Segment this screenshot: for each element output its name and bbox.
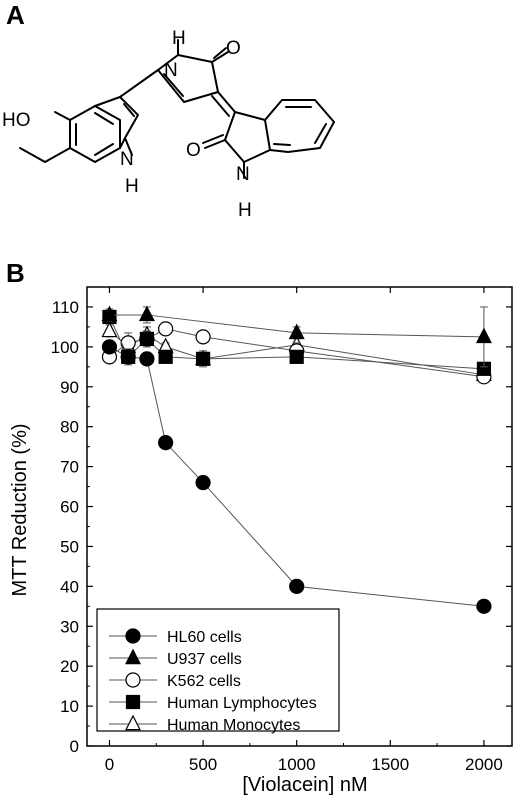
y-tick-label: 70 [60, 458, 79, 477]
atom-o-bottom: O [186, 140, 201, 161]
data-point [139, 331, 155, 346]
data-point [101, 339, 118, 355]
bond-ring1-double [75, 112, 114, 156]
x-tick-label: 500 [189, 755, 217, 774]
atom-h-bottom: H [238, 200, 252, 221]
y-tick-label: 90 [60, 378, 79, 397]
series-line [109, 346, 484, 607]
y-tick-label: 0 [70, 737, 79, 756]
legend-marker [125, 648, 141, 665]
y-tick-label: 40 [60, 577, 79, 596]
data-point [138, 305, 155, 322]
atom-n-top: N [164, 60, 178, 81]
y-tick-label: 50 [60, 537, 79, 556]
bond-ring1b [69, 105, 121, 163]
legend-marker [125, 714, 141, 731]
chart-ticks: 0 10 20 30 40 50 60 70 80 90 100 110 0 500 1000 1500 200… [51, 287, 512, 774]
data-point [101, 321, 118, 338]
y-tick-label: 100 [51, 338, 79, 357]
y-tick-label: 80 [60, 418, 79, 437]
legend-marker [125, 672, 141, 688]
data-point [288, 323, 305, 340]
bond-oxindole [224, 111, 271, 163]
data-point [158, 435, 174, 451]
data-point [476, 598, 492, 614]
legend-label: K562 cells [167, 673, 241, 690]
atom-o-right: O [226, 38, 241, 59]
bond-nh-left [124, 137, 133, 156]
bond-exo [211, 91, 236, 117]
x-tick-label: 2000 [465, 755, 503, 774]
data-point [120, 349, 136, 365]
bond-link1 [119, 69, 159, 98]
data-point [195, 474, 211, 491]
y-tick-label: 30 [60, 617, 79, 636]
atom-h-left: H [125, 176, 139, 197]
bond-ho [54, 111, 71, 121]
bond-pyrrolone-double [163, 73, 184, 97]
bond-co-bottom [202, 134, 226, 149]
chart-legend: HL60 cells U937 cells K562 cells Human Lymp… [96, 608, 340, 734]
bond-ring1 [19, 119, 71, 163]
series-0 [101, 339, 492, 614]
x-tick-label: 1000 [278, 755, 316, 774]
atom-n-bottom: N [236, 164, 250, 185]
data-point [475, 327, 492, 344]
bond-co-top [211, 47, 229, 63]
bond-ring-benz [264, 99, 335, 153]
y-tick-label: 60 [60, 498, 79, 517]
violacein-structure: HO H N O N H O N H [2, 28, 335, 221]
data-point [139, 351, 155, 367]
data-point [120, 335, 136, 351]
legend-label: Human Monocytes [167, 717, 300, 734]
y-axis-label: MTT Reduction (%) [9, 423, 31, 596]
data-point [101, 305, 118, 322]
data-point [158, 349, 173, 364]
data-point [195, 351, 211, 366]
series-1 [101, 305, 492, 368]
legend-label: U937 cells [167, 651, 242, 668]
atom-ho: HO [2, 110, 31, 131]
x-tick-label: 0 [105, 755, 114, 774]
x-axis-label: [Violacein] nM [242, 774, 367, 796]
chart-series [101, 305, 492, 614]
panel-label-a: A [6, 0, 25, 30]
chart-axes [86, 286, 513, 747]
data-point [289, 349, 304, 364]
atom-h-top: H [172, 28, 186, 49]
legend-box [96, 608, 340, 732]
data-point [158, 321, 174, 337]
bond-ring2 [94, 96, 139, 149]
bond-pyrrolone [157, 54, 219, 103]
y-tick-label: 10 [60, 697, 79, 716]
legend-marker [125, 694, 141, 710]
y-tick-label: 110 [52, 298, 79, 317]
series-line [109, 314, 484, 338]
legend-label: Human Lymphocytes [167, 695, 317, 712]
legend-label: HL60 cells [167, 629, 242, 646]
data-point [289, 578, 305, 594]
bond-ring2-double [123, 103, 135, 117]
data-point [195, 329, 211, 345]
y-tick-label: 20 [60, 657, 79, 676]
x-tick-label: 1500 [371, 755, 409, 774]
plot-frame [86, 286, 513, 747]
legend-marker [125, 628, 141, 644]
panel-label-b: B [6, 258, 25, 288]
atom-n-left: N [120, 149, 134, 170]
bond-ring-benz-double [273, 106, 327, 146]
